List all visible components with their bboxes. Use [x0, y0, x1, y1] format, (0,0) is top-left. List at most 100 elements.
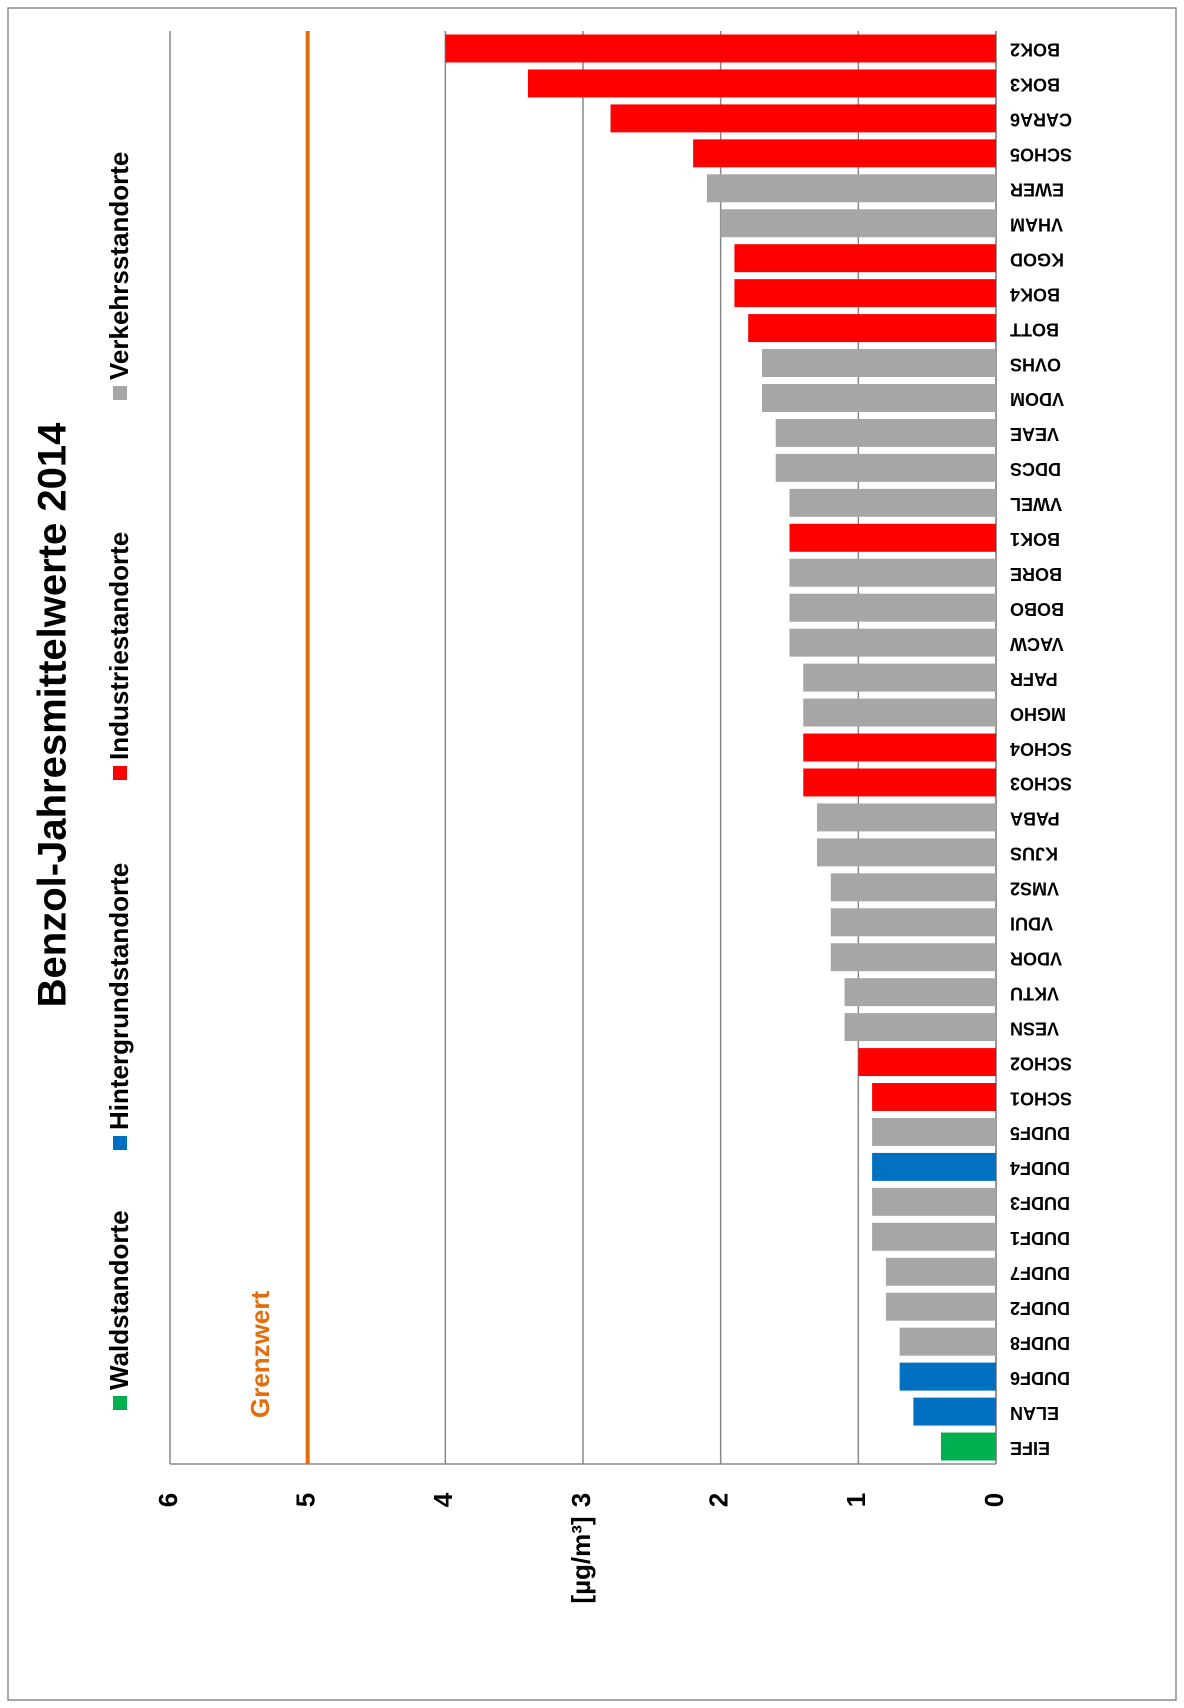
x-tick-label: PABA — [1010, 809, 1060, 829]
bar — [872, 1222, 996, 1251]
x-tick-label: BOK1 — [1010, 529, 1060, 549]
bar — [803, 768, 996, 797]
x-tick-label: VDOR — [1010, 948, 1062, 968]
x-tick-label: VESN — [1010, 1018, 1059, 1038]
x-tick-label: DUDF8 — [1010, 1333, 1070, 1353]
x-tick-label: VDUI — [1010, 914, 1053, 934]
y-tick-label: 2 — [704, 1493, 734, 1507]
x-tick-label: VEAE — [1010, 424, 1059, 444]
legend-swatch — [113, 1396, 127, 1410]
x-tick-label: VDOM — [1010, 389, 1064, 409]
x-tick-label: DUDF2 — [1010, 1298, 1070, 1318]
x-tick-label: KGOD — [1010, 249, 1064, 269]
bar — [830, 943, 996, 972]
x-tick-label: BORE — [1010, 564, 1062, 584]
bar — [872, 1083, 996, 1111]
y-tick-label: 1 — [841, 1493, 871, 1507]
bar — [761, 349, 997, 378]
bar — [913, 1397, 997, 1426]
x-tick-label: BOK2 — [1010, 40, 1060, 60]
x-tick-label: VHAM — [1010, 214, 1063, 234]
legend-swatch — [113, 766, 127, 780]
rotated-chart: Benzol-Jahresmittelwerte 2014 [µg/m³] 0 1… — [7, 7, 1177, 1701]
x-tick-label: EIFE — [1010, 1438, 1050, 1458]
bar — [734, 279, 997, 308]
bar — [789, 558, 996, 587]
bar — [527, 69, 997, 98]
y-tick-label: 4 — [428, 1492, 458, 1507]
bar — [610, 104, 996, 133]
x-tick-label: BOBO — [1010, 599, 1064, 619]
x-tick-label: PAFR — [1010, 669, 1058, 689]
bar — [789, 593, 996, 622]
bar — [858, 1048, 996, 1077]
bar — [817, 803, 996, 832]
x-tick-label: MGHO — [1010, 704, 1066, 724]
bar — [761, 384, 997, 412]
bar — [720, 209, 997, 238]
chart-title: Benzol-Jahresmittelwerte 2014 — [31, 422, 75, 1007]
x-tick-label: DUDF5 — [1010, 1123, 1070, 1143]
bar — [830, 873, 996, 902]
x-tick-label: BOK4 — [1010, 284, 1060, 304]
bar — [885, 1292, 996, 1321]
bar — [748, 314, 997, 343]
bar — [734, 244, 997, 273]
legend-swatch — [113, 386, 127, 400]
x-tick-label: OVHS — [1010, 354, 1061, 374]
bar — [899, 1327, 997, 1356]
x-tick-label: CARA6 — [1010, 110, 1072, 130]
x-tick-label: DDCS — [1010, 459, 1061, 479]
bar — [445, 34, 997, 63]
bar — [830, 908, 996, 937]
bar — [789, 628, 996, 657]
x-tick-label: ELAN — [1010, 1403, 1059, 1423]
x-tick-label: BOK3 — [1010, 75, 1060, 95]
y-tick-label: 0 — [979, 1493, 1009, 1507]
x-tick-label: DUDF6 — [1010, 1368, 1070, 1388]
x-tick-label: SCHO1 — [1010, 1088, 1072, 1108]
bar — [775, 453, 996, 482]
bar — [844, 978, 996, 1007]
x-tick-label: KJUS — [1010, 844, 1058, 864]
x-tick-label: SCHO3 — [1010, 774, 1072, 794]
legend-label: Verkehrsstandorte — [104, 152, 134, 380]
x-tick-label: DUDF3 — [1010, 1193, 1070, 1213]
reference-label: Grenzwert — [245, 1291, 275, 1418]
x-tick-label: VWEL — [1010, 494, 1062, 514]
bar — [940, 1432, 997, 1461]
x-tick-label: SCHO4 — [1010, 739, 1072, 759]
y-tick-label: 5 — [291, 1493, 321, 1507]
bar — [899, 1362, 997, 1391]
chart-frame — [7, 7, 1177, 1701]
y-tick-label: 6 — [153, 1493, 183, 1507]
x-tick-label: DUDF4 — [1010, 1158, 1070, 1178]
bar — [789, 488, 996, 517]
x-tick-label: VMS2 — [1010, 879, 1059, 899]
legend-label: Hintergrundstandorte — [104, 863, 134, 1130]
legend-swatch — [113, 1136, 127, 1150]
x-tick-label: EWER — [1010, 180, 1064, 200]
y-axis-label: [µg/m³] — [566, 1516, 596, 1603]
x-tick-label: SCHO5 — [1010, 145, 1072, 165]
bar — [803, 698, 996, 727]
x-tick-label: SCHO2 — [1010, 1053, 1072, 1073]
x-tick-label: VKTU — [1010, 983, 1059, 1003]
x-tick-label: DUDF7 — [1010, 1263, 1070, 1283]
legend-label: Industriestandorte — [104, 532, 134, 760]
bar — [817, 838, 996, 867]
bar — [872, 1152, 996, 1181]
bar — [872, 1117, 996, 1146]
bar — [844, 1013, 996, 1042]
bar — [706, 174, 997, 203]
legend-label: Waldstandorte — [104, 1210, 134, 1390]
bar — [775, 418, 996, 447]
y-tick-label: 3 — [566, 1493, 596, 1507]
bar — [693, 139, 997, 168]
bar — [803, 733, 996, 762]
x-tick-label: VACW — [1010, 634, 1064, 654]
bar — [885, 1257, 996, 1286]
bar — [803, 663, 996, 692]
bar — [872, 1187, 996, 1216]
